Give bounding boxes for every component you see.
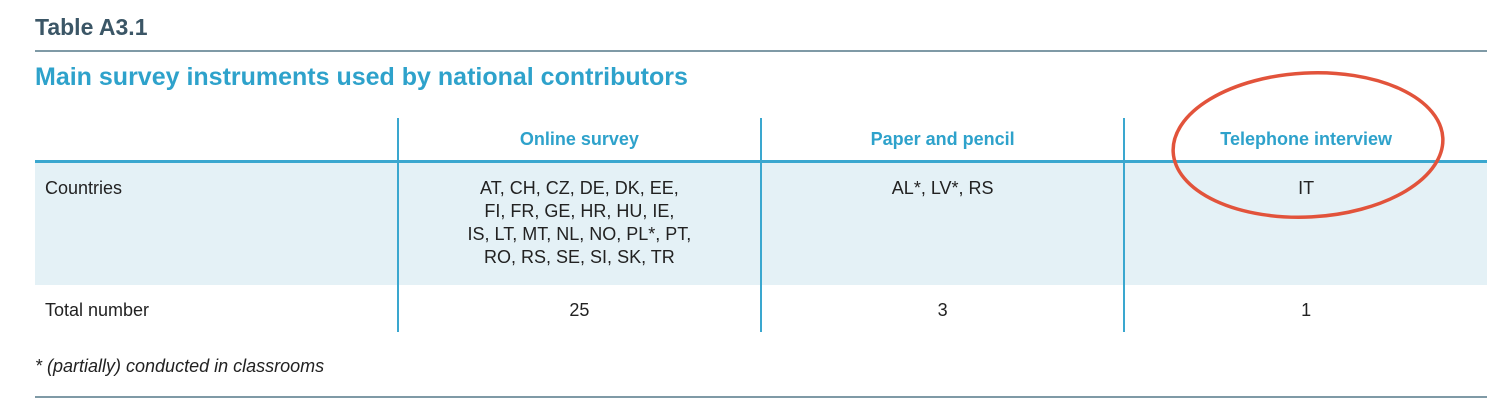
table-label: Table A3.1 bbox=[35, 14, 148, 40]
footnote: * (partially) conducted in classrooms bbox=[35, 356, 325, 376]
cell: 1 bbox=[1123, 285, 1487, 332]
cell-line: RO, RS, SE, SI, SK, TR bbox=[484, 247, 675, 267]
cell: AT, CH, CZ, DE, DK, EE, FI, FR, GE, HR, … bbox=[396, 161, 762, 285]
cell: Countries bbox=[35, 161, 398, 285]
rule bbox=[35, 396, 1487, 398]
cell: 3 bbox=[760, 285, 1125, 332]
header-cell: Online survey bbox=[396, 118, 762, 163]
header-cell bbox=[35, 118, 398, 163]
header-cell: Telephone interview bbox=[1123, 118, 1487, 163]
table-title: Main survey instruments used by national… bbox=[35, 63, 688, 91]
cell: AL*, LV*, RS bbox=[760, 161, 1125, 285]
cell: Total number bbox=[45, 300, 150, 320]
row: Countries AT, CH, CZ, DE, DK, EE, FI, FR… bbox=[35, 161, 1487, 285]
table: Online survey Paper and pencil Telephone… bbox=[35, 118, 1487, 332]
header-row: Online survey Paper and pencil Telephone… bbox=[35, 118, 1487, 163]
row: Total number 25 3 1 bbox=[35, 285, 1487, 332]
rule bbox=[35, 50, 1487, 52]
cell-line: FI, FR, GE, HR, HU, IE, bbox=[484, 201, 675, 221]
cell-line: IS, LT, MT, NL, NO, PL*, PT, bbox=[467, 224, 692, 244]
header-cell: Paper and pencil bbox=[760, 118, 1125, 163]
cell: 25 bbox=[396, 285, 762, 332]
cell: IT bbox=[1123, 161, 1487, 285]
cell-line: AT, CH, CZ, DE, DK, EE, bbox=[480, 178, 679, 198]
